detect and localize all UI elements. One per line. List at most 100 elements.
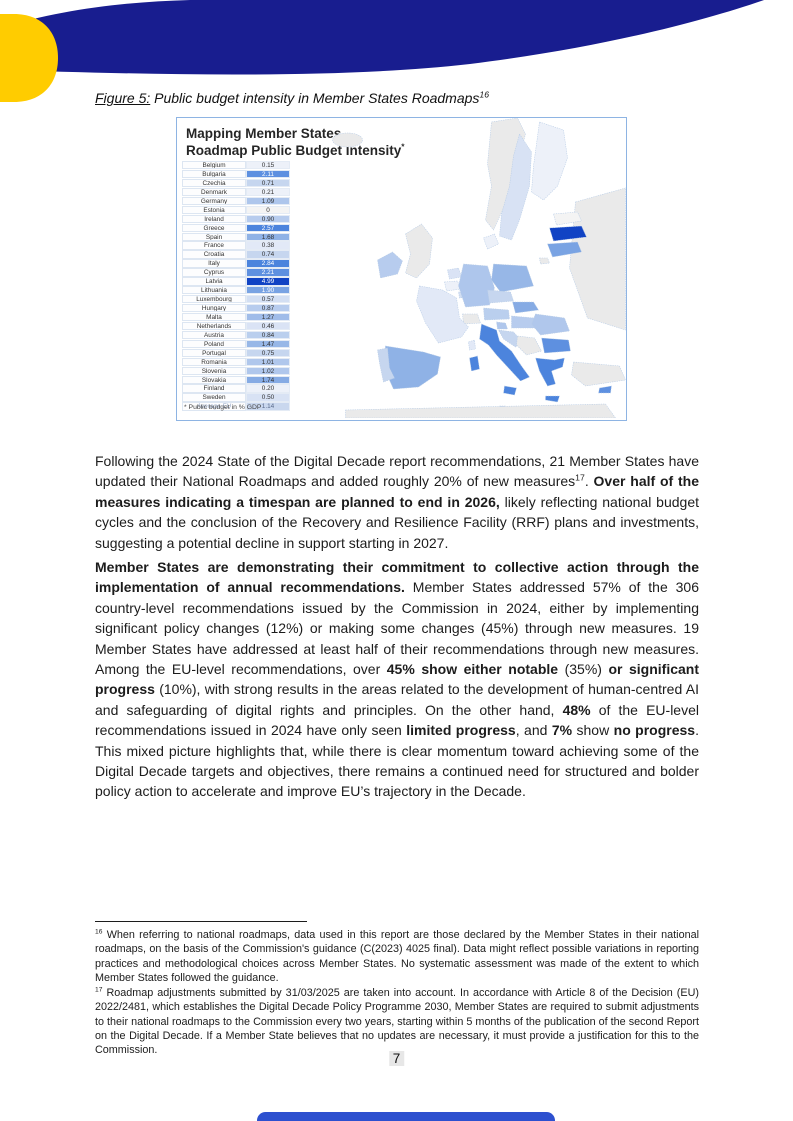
country-name-cell: Italy <box>182 259 246 268</box>
table-row: Ireland 0.90 <box>182 214 290 223</box>
country-name-cell: Croatia <box>182 250 246 259</box>
budget-value-cell: 2.11 <box>246 169 290 179</box>
country-name-cell: Netherlands <box>182 321 246 331</box>
map-finland <box>531 121 568 201</box>
budget-value-cell: 0.20 <box>246 384 290 393</box>
country-name-cell: Malta <box>182 312 246 322</box>
figure-caption-text: Public budget intensity in Member States… <box>150 90 480 106</box>
footnote: 16 When referring to national roadmaps, … <box>95 928 699 985</box>
budget-value-cell: 0 <box>246 205 290 215</box>
country-name-cell: Slovakia <box>182 375 246 384</box>
table-row: Austria 0.84 <box>182 330 290 340</box>
table-row: Estonia 0 <box>182 205 290 215</box>
footnote-divider <box>95 921 307 922</box>
map-estonia <box>553 211 582 226</box>
map-latvia <box>549 225 587 242</box>
budget-value-cell: 1.47 <box>246 339 290 349</box>
text-segment: . <box>584 473 594 490</box>
country-name-cell: Bulgaria <box>182 169 246 179</box>
map-czechia <box>487 289 514 304</box>
table-row: Average EU 1.14 <box>182 402 290 411</box>
budget-value-cell: 1.74 <box>246 375 290 384</box>
country-name-cell: Estonia <box>182 205 246 215</box>
budget-value-cell: 4.99 <box>246 277 290 286</box>
country-name-cell: Lithuania <box>182 286 246 295</box>
budget-value-cell: 0.87 <box>246 304 290 313</box>
country-name-cell: Germany <box>182 196 246 206</box>
table-row: Netherlands 0.46 <box>182 321 290 331</box>
table-row: Slovenia 1.02 <box>182 366 290 375</box>
country-name-cell: Austria <box>182 330 246 340</box>
text-segment: likely reflecting national budget cycles… <box>95 493 699 551</box>
bold-text-segment: 48% <box>562 701 591 718</box>
footnotes-block: 16 When referring to national roadmaps, … <box>95 928 699 1059</box>
map-turkey <box>571 361 626 387</box>
paragraph-roadmaps-update: Following the 2024 State of the Digital … <box>95 451 699 553</box>
budget-intensity-table: Belgium 0.15 Bulgaria 2.11 Czechia 0.71 Denmar… <box>182 161 290 411</box>
table-row: Germany 1.09 <box>182 196 290 206</box>
budget-value-cell: 1.27 <box>246 312 290 322</box>
bold-text-segment: 45% show either notable <box>386 661 559 678</box>
table-row: Malta 1.27 <box>182 312 290 322</box>
map-norway <box>485 118 526 231</box>
map-corsica <box>468 339 476 351</box>
country-name-cell: France <box>182 241 246 250</box>
budget-value-cell: 0.38 <box>246 241 290 250</box>
budget-value-cell: 0.21 <box>246 187 290 197</box>
budget-value-cell: 1.68 <box>246 232 290 241</box>
country-name-cell: Luxembourg <box>182 295 246 304</box>
table-row: Poland 1.47 <box>182 339 290 349</box>
map-uk <box>405 223 433 279</box>
map-kaliningrad <box>539 257 550 265</box>
country-name-cell: Denmark <box>182 187 246 197</box>
map-lithuania <box>547 241 582 258</box>
country-name-cell: Hungary <box>182 304 246 313</box>
map-slovakia <box>512 301 539 314</box>
text-segment: (10%), with strong results in the areas … <box>95 681 699 718</box>
budget-value-cell: 0.46 <box>246 321 290 331</box>
map-austria <box>483 307 510 321</box>
table-row: Finland 0.20 <box>182 384 290 393</box>
table-row: Luxembourg 0.57 <box>182 295 290 304</box>
table-row: Greece 2.57 <box>182 223 290 232</box>
budget-value-cell: 1.02 <box>246 366 290 375</box>
footnote-ref: 17 <box>95 986 103 994</box>
table-row: Cyprus 2.21 <box>182 268 290 277</box>
footnote-text: Roadmap adjustments submitted by 31/03/2… <box>95 987 699 1057</box>
country-name-cell: Average EU <box>182 402 246 411</box>
table-row: Italy 2.84 <box>182 259 290 268</box>
figure-caption-footnote-ref: 16 <box>479 89 490 100</box>
figure-caption-label: Figure 5: <box>95 90 151 106</box>
table-footnote: * Public budget in % GDP <box>184 404 262 411</box>
footnote-marker: 17 <box>575 472 585 483</box>
bold-text-segment: or significant progress <box>95 661 700 698</box>
map-title-line1: Mapping Member States <box>186 126 342 141</box>
map-germany <box>458 263 495 308</box>
budget-value-cell: 2.84 <box>246 259 290 268</box>
text-segment: . This mixed picture highlights that, wh… <box>95 722 699 800</box>
map-sardinia <box>469 355 480 372</box>
bold-text-segment: no progress <box>613 722 696 739</box>
country-name-cell: Poland <box>182 339 246 349</box>
bold-text-segment: Member States are demonstrating their co… <box>95 559 699 596</box>
map-belgium <box>444 280 461 292</box>
country-name-cell: Czechia <box>182 178 246 188</box>
table-row: Romania 1.01 <box>182 357 290 366</box>
budget-value-cell: 2.21 <box>246 268 290 277</box>
map-title-asterisk: * <box>401 141 405 152</box>
text-segment: show <box>572 722 614 739</box>
budget-value-cell: 0.84 <box>246 330 290 340</box>
table-row: Czechia 0.71 <box>182 178 290 188</box>
table-row: Lithuania 1.90 <box>182 286 290 295</box>
table-row: Bulgaria 2.11 <box>182 169 290 179</box>
map-slovenia <box>496 321 508 330</box>
footnote-text: When referring to national roadmaps, dat… <box>95 929 699 984</box>
budget-value-cell: 0.75 <box>246 348 290 358</box>
country-name-cell: Slovenia <box>182 366 246 375</box>
text-segment: Member States addressed 57% of the 306 c… <box>95 579 699 678</box>
table-row: Portugal 0.75 <box>182 348 290 358</box>
budget-value-cell: 0.71 <box>246 178 290 188</box>
map-east-europe <box>569 187 626 331</box>
budget-value-cell: 0.57 <box>246 295 290 304</box>
